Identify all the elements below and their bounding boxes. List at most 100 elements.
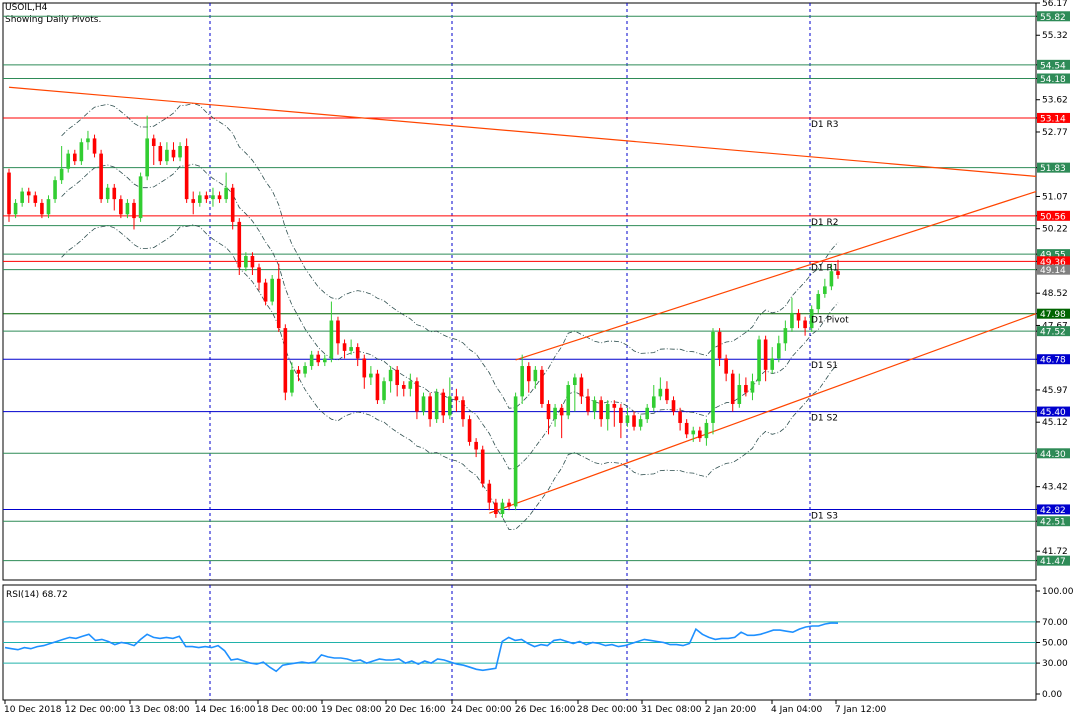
price-badge-label: 49.14 (1040, 266, 1066, 276)
bullish-candle (770, 358, 775, 370)
bearish-candle (316, 354, 321, 363)
price-badge (1037, 326, 1070, 337)
price-badge (1037, 11, 1070, 22)
price-badge (1037, 210, 1070, 221)
price-tick-label: 43.42 (1042, 483, 1068, 493)
bearish-candle (586, 396, 590, 412)
bullish-candle (369, 373, 373, 378)
price-tick-label: 56.17 (1042, 0, 1068, 9)
time-tick-label: 4 Jan 04:00 (771, 705, 823, 715)
bearish-candle (263, 282, 268, 302)
bearish-candle (375, 373, 380, 401)
bearish-candle (355, 347, 360, 359)
rsi-tick-label: 0.00 (1042, 690, 1062, 700)
price-badge (1037, 308, 1070, 319)
bullish-candle (145, 138, 149, 177)
time-tick-label: 31 Dec 08:00 (641, 705, 702, 715)
bullish-candle (323, 358, 327, 363)
bearish-candle (217, 195, 222, 200)
bearish-candle (250, 256, 255, 268)
bearish-candle (237, 221, 242, 268)
price-badge-label: 49.36 (1040, 258, 1066, 268)
bullish-candle (46, 199, 51, 215)
price-badge-label: 53.14 (1040, 114, 1066, 124)
bearish-candle (619, 407, 623, 423)
bullish-candle (592, 400, 597, 412)
bullish-candle (165, 149, 169, 162)
price-badge-label: 47.52 (1040, 328, 1066, 338)
price-badge-label: 54.54 (1040, 61, 1066, 71)
bearish-candle (119, 199, 123, 215)
bearish-candle (546, 403, 551, 420)
time-tick-label: 19 Dec 08:00 (321, 705, 382, 715)
bearish-candle (395, 369, 399, 386)
time-tick-label: 12 Dec 00:00 (65, 705, 126, 715)
bearish-candle (441, 392, 446, 416)
bullish-candle (573, 377, 577, 386)
bearish-candle (204, 195, 209, 200)
price-badge-label: 41.47 (1040, 557, 1066, 567)
price-badge (1037, 256, 1070, 267)
bearish-candle (454, 396, 459, 401)
price-tick-label: 45.97 (1042, 386, 1068, 396)
bullish-candle (737, 385, 742, 404)
bearish-candle (612, 403, 617, 408)
trendline-0 (8, 86, 1037, 177)
price-badge-label: 50.56 (1040, 212, 1066, 222)
bearish-candle (474, 441, 478, 450)
bearish-candle (730, 373, 735, 404)
bearish-candle (99, 153, 103, 200)
bullish-candle (520, 366, 524, 397)
pivot-label: D1 R3 (811, 120, 839, 130)
bearish-candle (296, 369, 301, 374)
price-tick-label: 45.12 (1042, 418, 1068, 428)
time-tick-label: 28 Dec 00:00 (577, 705, 638, 715)
bearish-candle (428, 396, 432, 420)
bullish-candle (224, 187, 228, 200)
bullish-candle (625, 415, 630, 423)
price-badge (1037, 406, 1070, 417)
rsi-line (4, 622, 839, 673)
bullish-candle (658, 388, 663, 397)
price-badge (1037, 59, 1070, 70)
bullish-candle (783, 328, 788, 344)
chart-subtitle: Showing Daily Pivots. (5, 15, 102, 25)
bearish-candle (283, 328, 288, 393)
bullish-candle (704, 422, 709, 439)
bullish-candle (816, 293, 821, 310)
bearish-candle (112, 187, 117, 200)
pivot-label: D1 R1 (811, 263, 839, 273)
bearish-candle (336, 320, 340, 344)
bullish-candle (809, 309, 814, 329)
time-tick-label: 18 Dec 00:00 (257, 705, 318, 715)
bullish-candle (790, 312, 794, 329)
bearish-candle (257, 267, 261, 283)
bearish-candle (684, 422, 689, 435)
bullish-candle (645, 407, 650, 420)
bearish-candle (230, 187, 235, 222)
bearish-candle (40, 202, 44, 215)
bearish-candle (698, 430, 702, 439)
bullish-candle (303, 366, 307, 374)
bearish-candle (401, 385, 406, 389)
bullish-candle (66, 153, 71, 169)
price-badge (1037, 249, 1070, 260)
price-badge-label: 46.78 (1040, 356, 1066, 366)
bullish-candle (105, 187, 110, 200)
bearish-candle (7, 172, 11, 215)
price-tick-label: 41.72 (1042, 547, 1068, 557)
bearish-candle (559, 407, 564, 416)
time-tick-label: 14 Dec 16:00 (195, 705, 256, 715)
rsi-tick-label: 70.00 (1042, 618, 1068, 628)
bearish-candle (461, 400, 465, 420)
bearish-candle (796, 312, 801, 321)
bullish-candle (533, 369, 538, 382)
bearish-candle (540, 369, 544, 404)
bullish-candle (138, 176, 143, 219)
rsi-title: RSI(14) 68.72 (6, 590, 68, 600)
middle-band (61, 163, 839, 470)
trendline-1 (489, 313, 1037, 514)
price-tick-label: 48.52 (1042, 289, 1068, 299)
